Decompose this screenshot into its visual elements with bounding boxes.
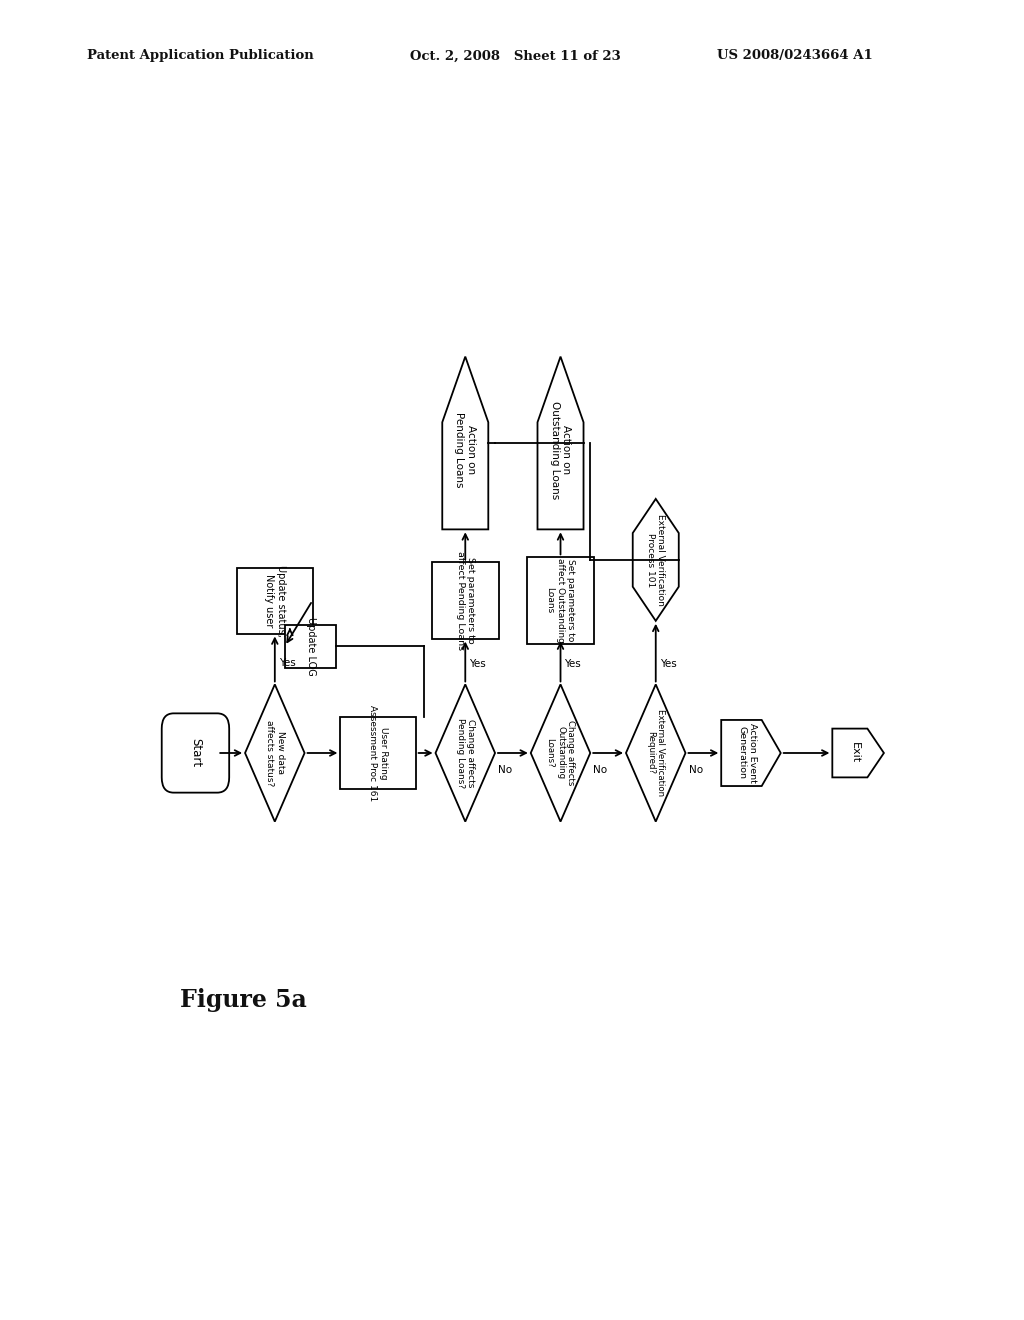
Polygon shape (245, 684, 304, 821)
Text: Exit: Exit (850, 742, 860, 763)
Polygon shape (721, 719, 780, 785)
Text: User Rating
Assessment Proc 161: User Rating Assessment Proc 161 (369, 705, 388, 801)
Text: Action on
Outstanding Loans: Action on Outstanding Loans (550, 401, 571, 499)
Text: Start: Start (189, 738, 202, 767)
Text: Set parameters to
affect Pending Loans: Set parameters to affect Pending Loans (456, 550, 475, 649)
Text: New data
affects status?: New data affects status? (265, 719, 285, 787)
Text: Patent Application Publication: Patent Application Publication (87, 49, 313, 62)
Bar (285, 624, 336, 668)
Text: Action on
Pending Loans: Action on Pending Loans (455, 412, 476, 487)
Polygon shape (530, 684, 590, 821)
Polygon shape (442, 356, 488, 529)
Text: Action Event
Generation: Action Event Generation (737, 723, 757, 783)
Bar (340, 718, 416, 788)
Text: Yes: Yes (279, 659, 296, 668)
Text: US 2008/0243664 A1: US 2008/0243664 A1 (717, 49, 872, 62)
Bar (238, 568, 312, 634)
FancyBboxPatch shape (162, 713, 229, 792)
Text: Yes: Yes (659, 659, 677, 669)
Text: Figure 5a: Figure 5a (179, 989, 306, 1012)
Text: Update status;
Notify user: Update status; Notify user (264, 565, 286, 636)
Text: No: No (594, 766, 607, 775)
Bar (526, 557, 594, 644)
Polygon shape (633, 499, 679, 620)
Text: Yes: Yes (564, 659, 582, 669)
Text: No: No (689, 766, 702, 775)
Text: External Verification
Required?: External Verification Required? (646, 709, 666, 796)
Text: Yes: Yes (469, 659, 486, 669)
Text: Update LOG: Update LOG (305, 616, 315, 676)
Polygon shape (435, 684, 495, 821)
Polygon shape (833, 729, 884, 777)
Text: Set parameters to
affect Outstanding
Loans: Set parameters to affect Outstanding Loa… (546, 558, 575, 643)
Text: Change affects
Pending Loans?: Change affects Pending Loans? (456, 718, 475, 788)
Text: No: No (499, 766, 512, 775)
Text: Oct. 2, 2008   Sheet 11 of 23: Oct. 2, 2008 Sheet 11 of 23 (410, 49, 621, 62)
Text: External Verification
Process 101: External Verification Process 101 (646, 513, 666, 606)
Polygon shape (626, 684, 685, 821)
Polygon shape (538, 356, 584, 529)
Text: Change affects
Outstanding
Loans?: Change affects Outstanding Loans? (546, 721, 575, 785)
Bar (431, 562, 499, 639)
